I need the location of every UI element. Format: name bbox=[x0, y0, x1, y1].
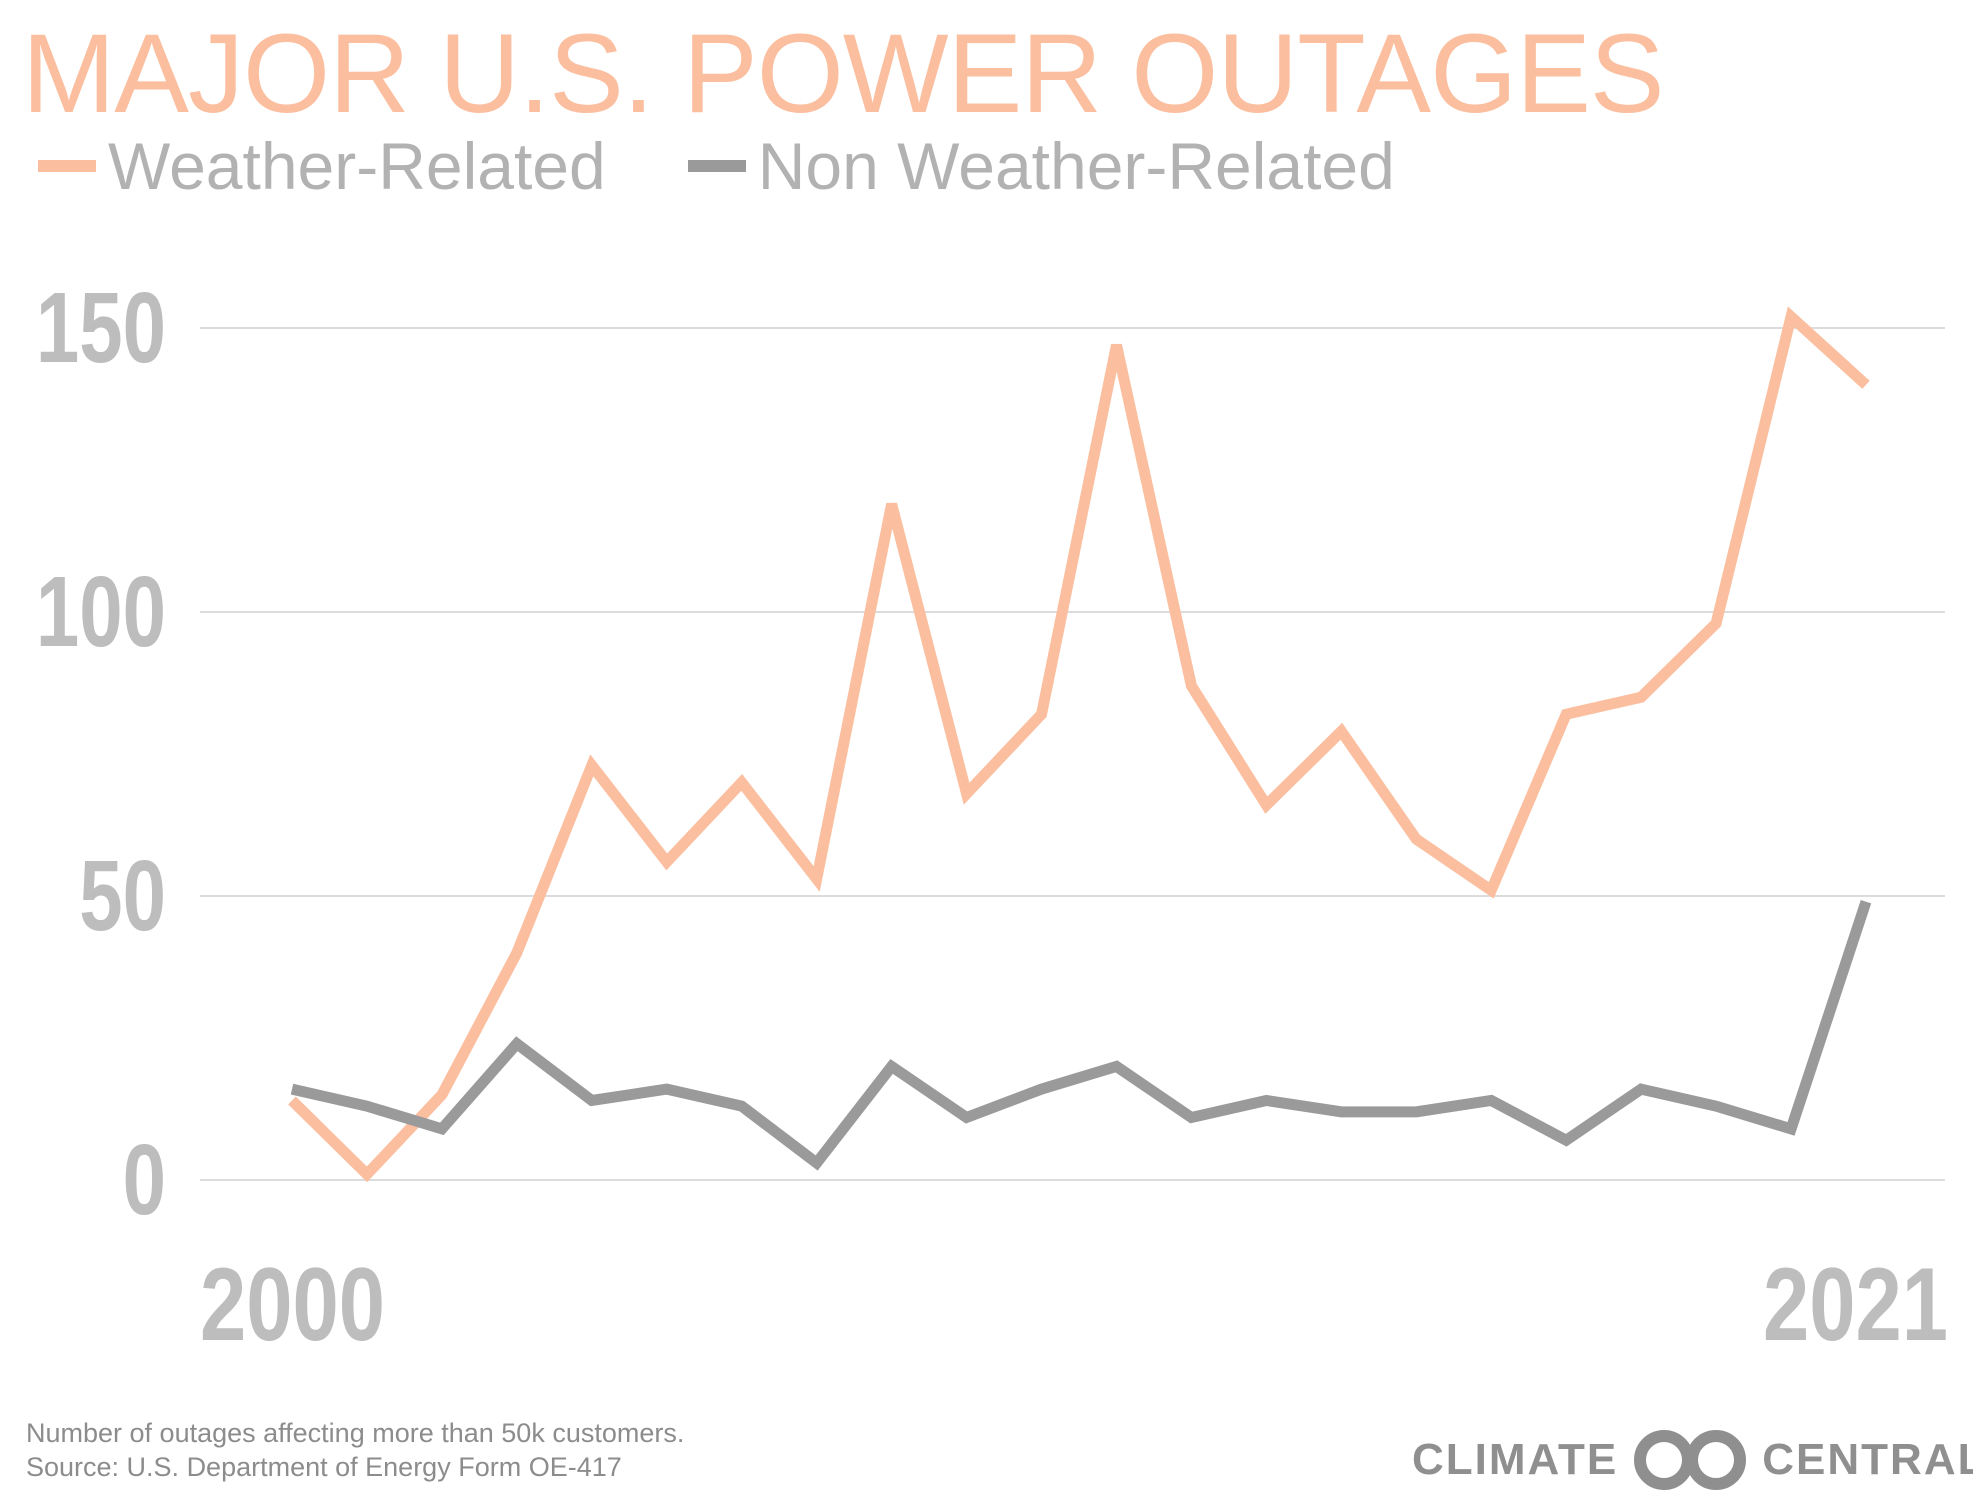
legend-item-non-weather: Non Weather-Related bbox=[687, 129, 1395, 203]
footer-note: Number of outages affecting more than 50… bbox=[26, 1416, 684, 1484]
footer-source-line: Source: U.S. Department of Energy Form O… bbox=[26, 1452, 622, 1482]
legend: Weather-Related Non Weather-Related bbox=[38, 128, 1477, 204]
legend-swatch-non-weather bbox=[687, 160, 746, 172]
y-tick-label: 50 bbox=[79, 841, 166, 953]
brand-text-right: CENTRAL bbox=[1762, 1435, 1973, 1484]
series-line-weather bbox=[288, 306, 1870, 1183]
x-tick-label: 2021 bbox=[1763, 1246, 1948, 1362]
x-tick-label: 2000 bbox=[200, 1246, 385, 1362]
y-tick-label: 150 bbox=[36, 273, 166, 385]
climate-central-logo-icon bbox=[1634, 1430, 1747, 1490]
y-tick-label: 0 bbox=[123, 1125, 166, 1237]
brand-logo: CLIMATE CENTRAL bbox=[1412, 1428, 1973, 1492]
legend-swatch-weather bbox=[38, 160, 96, 172]
legend-item-weather: Weather-Related bbox=[38, 133, 606, 199]
brand-text-left: CLIMATE bbox=[1412, 1435, 1619, 1484]
chart-title: MAJOR U.S. POWER OUTAGES bbox=[22, 11, 1665, 136]
footer-note-line-1: Number of outages affecting more than 50… bbox=[26, 1418, 685, 1448]
y-tick-label: 100 bbox=[36, 557, 166, 669]
legend-label-weather: Weather-Related bbox=[108, 129, 606, 203]
series-line-non-weather bbox=[290, 899, 1872, 1171]
legend-label-non-weather: Non Weather-Related bbox=[757, 129, 1395, 203]
